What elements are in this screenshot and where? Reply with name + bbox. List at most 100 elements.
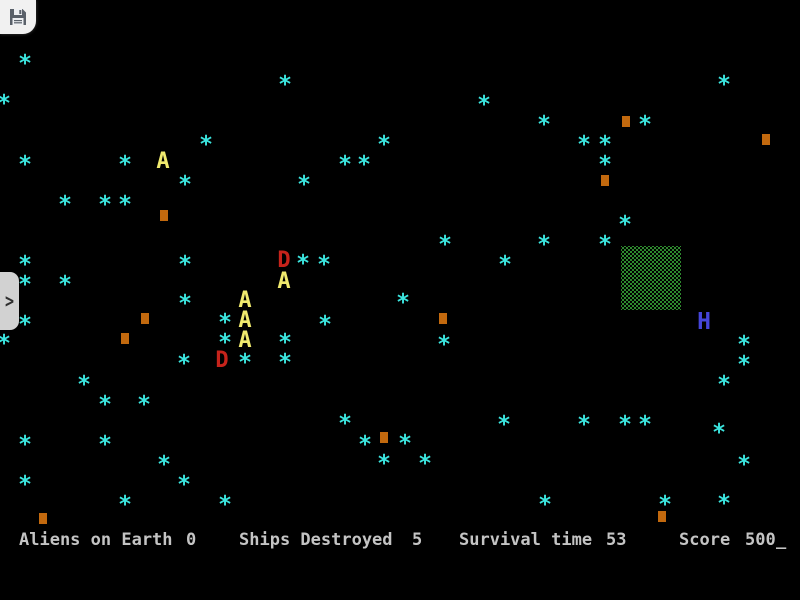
status-label: Ships Destroyed bbox=[239, 530, 393, 550]
orange-block-glyph bbox=[160, 210, 168, 221]
star-glyph: * bbox=[598, 232, 612, 258]
star-glyph: * bbox=[717, 372, 731, 398]
orange-block-glyph bbox=[380, 432, 388, 443]
star-glyph: * bbox=[18, 472, 32, 498]
shield-block bbox=[621, 246, 681, 310]
star-glyph: * bbox=[18, 152, 32, 178]
star-glyph: * bbox=[717, 72, 731, 98]
star-glyph: * bbox=[58, 192, 72, 218]
star-glyph: * bbox=[18, 272, 32, 298]
destroyer-d-glyph: D bbox=[215, 348, 229, 373]
alien-a-glyph: A bbox=[238, 328, 252, 353]
star-glyph: * bbox=[178, 291, 192, 317]
star-glyph: * bbox=[357, 152, 371, 178]
star-glyph: * bbox=[178, 252, 192, 278]
orange-block-glyph bbox=[762, 134, 770, 145]
star-glyph: * bbox=[178, 172, 192, 198]
star-glyph: * bbox=[218, 330, 232, 356]
star-glyph: * bbox=[0, 91, 16, 117]
orange-block-glyph bbox=[601, 175, 609, 186]
orange-block-glyph bbox=[622, 116, 630, 127]
star-glyph: * bbox=[98, 392, 112, 418]
star-glyph: * bbox=[618, 212, 632, 238]
star-glyph: * bbox=[538, 492, 552, 518]
alien-a-glyph: A bbox=[238, 288, 252, 313]
star-glyph: * bbox=[177, 472, 191, 498]
star-glyph: * bbox=[477, 92, 491, 118]
star-glyph: * bbox=[338, 152, 352, 178]
star-glyph: * bbox=[317, 252, 331, 278]
chevron-right-icon: > bbox=[4, 289, 15, 313]
star-glyph: * bbox=[218, 310, 232, 336]
star-glyph: * bbox=[398, 431, 412, 457]
status-value: 500 bbox=[745, 530, 776, 550]
orange-block-glyph bbox=[658, 511, 666, 522]
drawer-expand-tab[interactable]: > bbox=[0, 272, 19, 330]
star-glyph: * bbox=[18, 312, 32, 338]
status-label: Survival time bbox=[459, 530, 593, 550]
star-glyph: * bbox=[296, 251, 310, 277]
star-glyph: * bbox=[278, 350, 292, 376]
star-glyph: * bbox=[98, 432, 112, 458]
star-glyph: * bbox=[737, 332, 751, 358]
score-cursor: _ bbox=[776, 530, 787, 550]
star-glyph: * bbox=[638, 412, 652, 438]
destroyer-d-glyph: D bbox=[277, 248, 291, 273]
save-button[interactable] bbox=[0, 0, 36, 34]
star-glyph: * bbox=[278, 72, 292, 98]
status-label: Aliens on Earth bbox=[19, 530, 173, 550]
status-value: 53 bbox=[606, 530, 627, 550]
star-glyph: * bbox=[577, 412, 591, 438]
star-glyph: * bbox=[737, 352, 751, 378]
star-glyph: * bbox=[377, 132, 391, 158]
star-glyph: * bbox=[498, 252, 512, 278]
star-glyph: * bbox=[118, 152, 132, 178]
orange-block-glyph bbox=[439, 313, 447, 324]
star-glyph: * bbox=[318, 312, 332, 338]
star-glyph: * bbox=[598, 132, 612, 158]
star-glyph: * bbox=[717, 491, 731, 517]
star-glyph: * bbox=[137, 392, 151, 418]
star-glyph: * bbox=[497, 412, 511, 438]
star-glyph: * bbox=[737, 452, 751, 478]
orange-block-glyph bbox=[39, 513, 47, 524]
star-glyph: * bbox=[537, 112, 551, 138]
star-glyph: * bbox=[712, 420, 726, 446]
star-glyph: * bbox=[437, 332, 451, 358]
star-glyph: * bbox=[238, 350, 252, 376]
star-glyph: * bbox=[438, 232, 452, 258]
star-glyph: * bbox=[418, 451, 432, 477]
star-glyph: * bbox=[396, 290, 410, 316]
star-glyph: * bbox=[98, 192, 112, 218]
star-glyph: * bbox=[157, 452, 171, 478]
star-glyph: * bbox=[377, 451, 391, 477]
star-glyph: * bbox=[0, 331, 16, 357]
star-glyph: * bbox=[598, 152, 612, 178]
status-label: Score bbox=[679, 530, 731, 550]
star-glyph: * bbox=[358, 432, 372, 458]
star-glyph: * bbox=[577, 132, 591, 158]
status-value: 5 bbox=[412, 530, 423, 550]
star-glyph: * bbox=[18, 51, 32, 77]
alien-a-glyph: A bbox=[156, 149, 170, 174]
alien-a-glyph: A bbox=[238, 308, 252, 333]
star-glyph: * bbox=[118, 192, 132, 218]
star-glyph: * bbox=[18, 432, 32, 458]
player-ship-glyph: H bbox=[697, 309, 711, 335]
star-glyph: * bbox=[278, 330, 292, 356]
orange-block-glyph bbox=[141, 313, 149, 324]
alien-a-glyph: A bbox=[277, 269, 291, 294]
star-glyph: * bbox=[297, 172, 311, 198]
star-glyph: * bbox=[638, 112, 652, 138]
star-glyph: * bbox=[177, 351, 191, 377]
orange-block-glyph bbox=[121, 333, 129, 344]
star-glyph: * bbox=[199, 132, 213, 158]
star-glyph: * bbox=[338, 411, 352, 437]
star-glyph: * bbox=[537, 232, 551, 258]
star-glyph: * bbox=[77, 372, 91, 398]
star-glyph: * bbox=[18, 252, 32, 278]
star-glyph: * bbox=[118, 492, 132, 518]
floppy-save-icon bbox=[10, 9, 26, 25]
star-glyph: * bbox=[618, 412, 632, 438]
